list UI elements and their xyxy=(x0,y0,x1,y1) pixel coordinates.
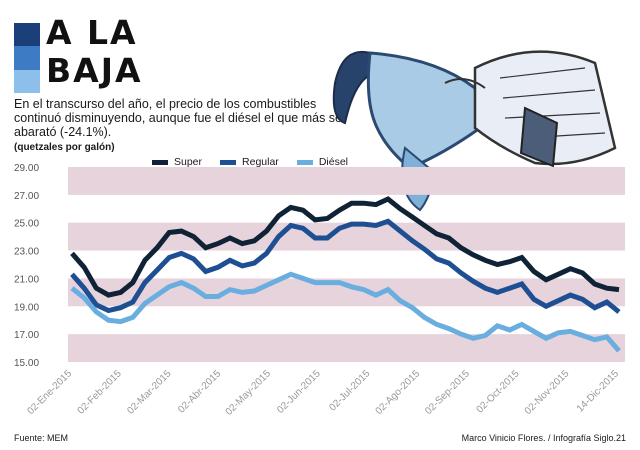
legend-label-super: Super xyxy=(174,156,203,168)
series-line-super xyxy=(70,196,620,298)
x-tick-label: 02-Jun-2015 xyxy=(275,368,323,416)
y-tick-label: 23.00 xyxy=(14,247,39,258)
grid-band xyxy=(68,334,625,362)
x-tick-label: 02-May-2015 xyxy=(224,368,274,418)
chart-legend: Super Regular Diésel xyxy=(152,156,348,168)
x-tick-label: 02-Abr-2015 xyxy=(176,368,223,415)
legend-swatch-diesel xyxy=(296,159,313,165)
x-tick-label: 02-Mar-2015 xyxy=(125,368,174,417)
legend-swatch-regular xyxy=(220,159,237,165)
y-tick-label: 21.00 xyxy=(14,274,39,285)
y-tick-label: 19.00 xyxy=(14,302,39,313)
x-tick-label: 02-Feb-2015 xyxy=(76,368,125,417)
x-tick-label: 02-Jul-2015 xyxy=(327,368,372,413)
x-tick-label: 02-Ene-2015 xyxy=(25,368,74,417)
x-tick-label: 14-Dic-2015 xyxy=(575,368,622,415)
y-tick-label: 17.00 xyxy=(14,330,39,341)
y-tick-label: 15.00 xyxy=(14,358,39,369)
unit-label: (quetzales por galón) xyxy=(14,142,115,153)
x-tick-label: 02-Oct-2015 xyxy=(475,368,522,415)
series-line-regular xyxy=(70,218,621,314)
source-note: Fuente: MEM xyxy=(14,433,69,443)
legend-item-regular: Regular xyxy=(220,156,279,168)
series-line-diesel xyxy=(70,271,621,353)
legend-swatch-super xyxy=(152,159,168,165)
title-line-1: A LA xyxy=(46,13,138,52)
x-tick-label: 02-Ago-2015 xyxy=(374,368,423,417)
y-tick-label: 29.00 xyxy=(14,163,39,174)
legend-label-diesel: Diésel xyxy=(318,156,348,168)
grid-band xyxy=(68,167,625,195)
legend-item-diesel: Diésel xyxy=(296,156,348,168)
y-tick-label: 27.00 xyxy=(14,191,39,202)
subtitle: En el transcurso del año, el precio de l… xyxy=(14,97,342,139)
title-line-2: BAJA xyxy=(46,51,143,90)
legend-item-super: Super xyxy=(152,156,202,168)
x-tick-label: 02-Nov-2015 xyxy=(523,368,572,417)
title-accent-bar xyxy=(14,23,40,93)
y-tick-label: 25.00 xyxy=(14,219,39,230)
credit-note: Marco Vinicio Flores. / Infografía Siglo… xyxy=(461,433,626,443)
page-title: A LA BAJA xyxy=(46,14,143,90)
x-tick-label: 02-Sep-2015 xyxy=(423,368,472,417)
legend-label-regular: Regular xyxy=(242,156,279,168)
